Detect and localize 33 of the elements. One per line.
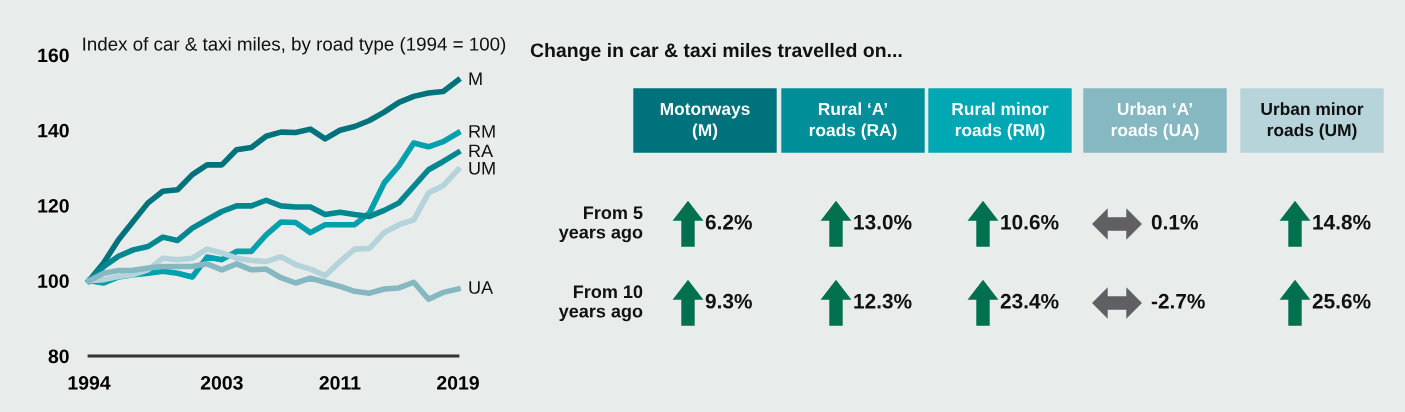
y-tick-label: 80 <box>48 349 69 364</box>
x-tick-label: 2019 <box>437 375 479 390</box>
series-label: RA <box>469 144 494 158</box>
category-label: Urban ‘A’ roads (UA) <box>1111 102 1199 140</box>
text: 0.1% <box>1151 214 1198 230</box>
text: 13.0% <box>854 214 912 230</box>
y-tick-label: 120 <box>38 198 69 213</box>
series-label: UA <box>469 281 494 294</box>
y-tick-label: 100 <box>38 274 69 288</box>
text: 9.3% <box>705 293 752 309</box>
category-label: Rural ‘A’ roads (RA) <box>809 102 897 140</box>
series-label: RM <box>469 125 495 138</box>
series-label: UM <box>469 162 495 175</box>
text: 6.2% <box>705 214 752 230</box>
category-label: Rural minor roads (RM) <box>952 102 1049 140</box>
x-tick-label: 2003 <box>200 375 243 390</box>
category-label: From 5 years ago <box>558 206 643 243</box>
text: 23.4% <box>1000 293 1059 309</box>
text: 12.3% <box>854 293 912 309</box>
chart-title: Index of car & taxi miles, by road type (1994 = 100) <box>83 36 506 55</box>
text: 25.6% <box>1312 293 1371 309</box>
category-label: From 10 years ago <box>558 285 643 322</box>
x-tick-label: 1994 <box>68 375 111 390</box>
text: Change in car & taxi miles travelled on... <box>530 42 902 62</box>
text: -2.7% <box>1151 293 1205 309</box>
category-label: Urban minor roads (UM) <box>1261 102 1364 140</box>
text: 14.8% <box>1313 214 1371 230</box>
series-label: M <box>469 72 482 85</box>
category-label: Motorways (M) <box>660 102 750 140</box>
text: 10.6% <box>1001 214 1059 230</box>
y-tick-label: 160 <box>38 48 69 63</box>
y-tick-label: 140 <box>38 123 69 138</box>
x-tick-label: 2011 <box>319 375 361 390</box>
